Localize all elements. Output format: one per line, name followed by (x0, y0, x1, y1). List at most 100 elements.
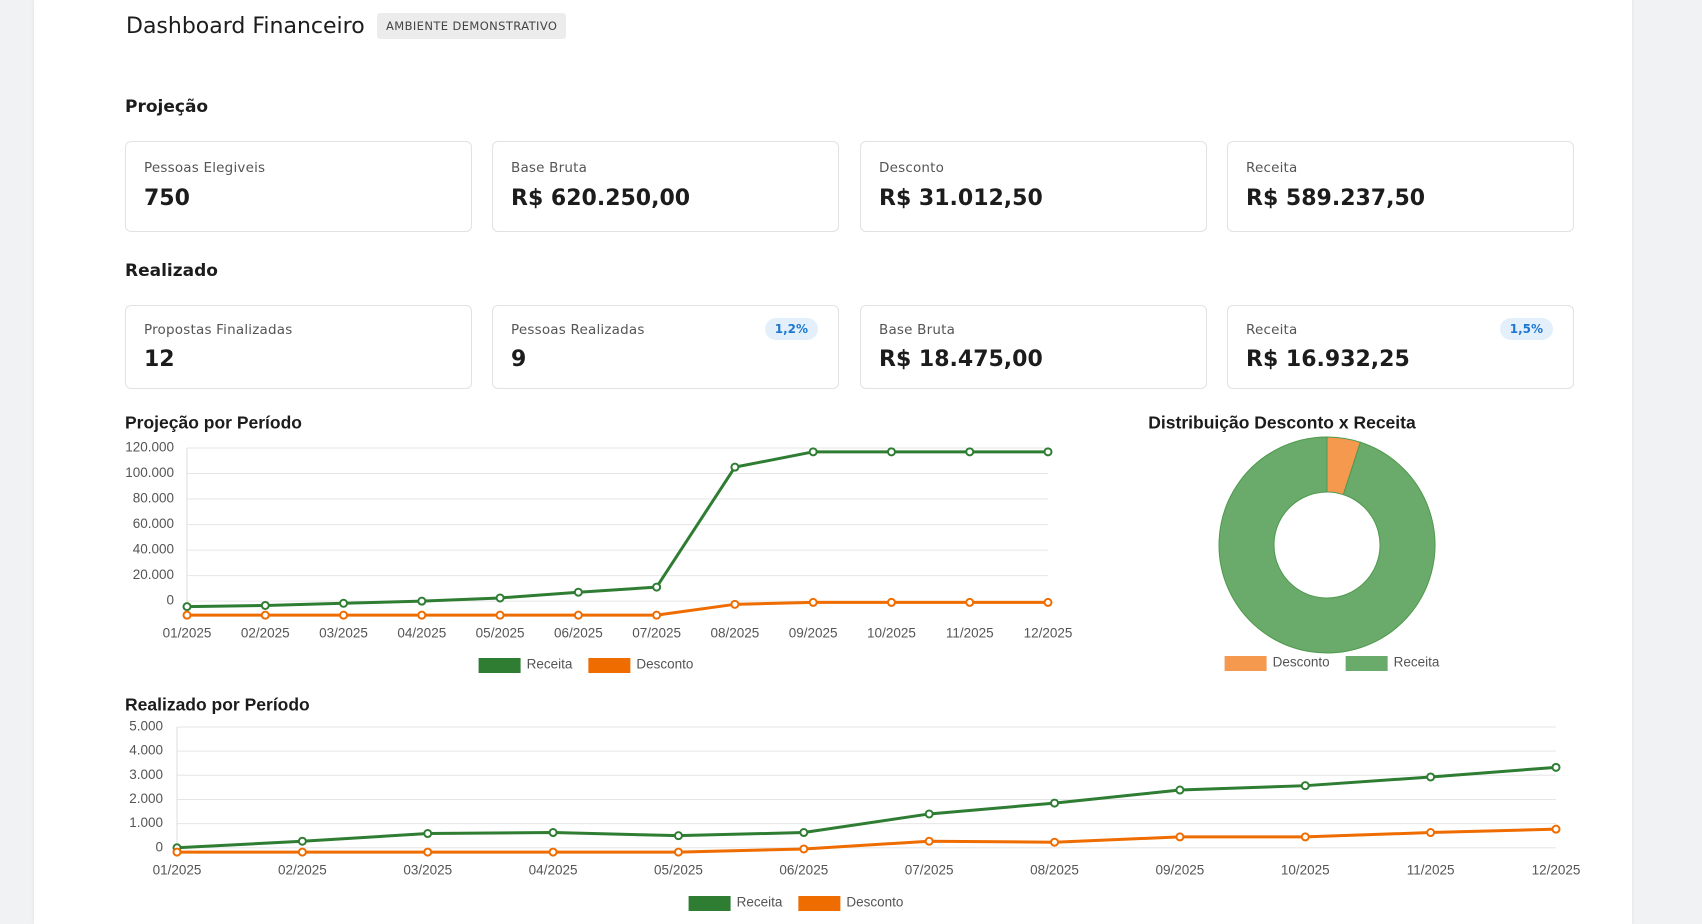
kpi-label: Receita (1246, 160, 1298, 176)
x-tick-label: 10/2025 (867, 626, 916, 641)
data-point (495, 610, 505, 620)
data-point (182, 602, 192, 612)
kpi-label: Pessoas Realizadas (511, 322, 645, 338)
legend-swatch (1224, 656, 1267, 671)
data-point (799, 844, 809, 854)
y-tick-label: 5.000 (129, 719, 163, 734)
data-point (548, 828, 558, 838)
legend-swatch (1345, 656, 1388, 671)
kpi-value: R$ 16.932,25 (1246, 347, 1410, 372)
series-line (186, 450, 1048, 609)
data-point (924, 809, 934, 819)
y-tick-label: 60.000 (133, 516, 174, 531)
y-tick-label: 20.000 (133, 567, 174, 582)
legend-swatch (798, 896, 841, 911)
data-point (1050, 798, 1060, 808)
legend-label: Desconto (846, 895, 903, 910)
x-tick-label: 04/2025 (529, 863, 578, 878)
kpi-card: Receita R$ 16.932,25 1,5% (1227, 305, 1574, 389)
kpi-label: Desconto (879, 160, 945, 176)
kpi-value: 12 (144, 347, 175, 372)
kpi-label: Receita (1246, 322, 1298, 338)
x-tick-label: 03/2025 (319, 626, 368, 641)
kpi-value: 9 (511, 347, 527, 372)
legend-label: Receita (1394, 655, 1440, 670)
data-point (1175, 832, 1185, 842)
data-point (1300, 832, 1310, 842)
kpi-badge: 1,5% (1499, 318, 1553, 340)
y-tick-label: 0 (155, 839, 163, 854)
x-tick-label: 08/2025 (711, 626, 760, 641)
chart-title: Projeção por Período (125, 413, 302, 433)
kpi-card: Pessoas Elegiveis 750 (125, 141, 472, 232)
data-point (548, 847, 558, 857)
legend-swatch (688, 896, 731, 911)
x-tick-label: 07/2025 (632, 626, 681, 641)
x-tick-label: 09/2025 (1156, 863, 1205, 878)
kpi-label: Base Bruta (879, 322, 956, 338)
series-line (177, 827, 1557, 854)
data-point (673, 831, 683, 841)
kpi-card: Receita R$ 589.237,50 (1227, 141, 1574, 232)
data-point (652, 582, 662, 592)
data-point (886, 447, 896, 457)
x-tick-label: 12/2025 (1532, 863, 1581, 878)
data-point (730, 599, 740, 609)
kpi-label: Base Bruta (511, 160, 588, 176)
data-point (260, 610, 270, 620)
chart-title: Realizado por Período (125, 695, 310, 715)
kpi-card: Base Bruta R$ 18.475,00 (860, 305, 1207, 389)
kpi-value: 750 (144, 186, 190, 211)
y-tick-label: 100.000 (125, 465, 174, 480)
y-tick-label: 40.000 (133, 542, 174, 557)
data-point (260, 600, 270, 610)
x-tick-label: 09/2025 (789, 626, 838, 641)
y-tick-label: 1.000 (129, 815, 163, 830)
data-point (573, 610, 583, 620)
data-point (808, 447, 818, 457)
data-point (417, 596, 427, 606)
legend-label: Receita (737, 895, 783, 910)
data-point (1426, 772, 1436, 782)
x-tick-label: 03/2025 (403, 863, 452, 878)
data-point (965, 447, 975, 457)
env-badge: AMBIENTE DEMONSTRATIVO (377, 13, 567, 39)
x-tick-label: 07/2025 (905, 863, 954, 878)
kpi-value: R$ 18.475,00 (879, 347, 1043, 372)
data-point (573, 587, 583, 597)
x-tick-label: 02/2025 (241, 626, 290, 641)
kpi-card: Propostas Finalizadas 12 (125, 305, 472, 389)
data-point (1551, 762, 1561, 772)
kpi-value: R$ 620.250,00 (511, 186, 691, 211)
kpi-value: R$ 589.237,50 (1246, 186, 1426, 211)
kpi-badge: 1,2% (764, 318, 818, 340)
chart-title: Distribuição Desconto x Receita (1148, 413, 1416, 433)
kpi-label: Pessoas Elegiveis (144, 160, 266, 176)
data-point (730, 462, 740, 472)
pie-slice (1218, 436, 1436, 654)
data-point (673, 847, 683, 857)
kpi-card: Base Bruta R$ 620.250,00 (492, 141, 839, 232)
data-point (652, 610, 662, 620)
data-point (1551, 824, 1561, 834)
data-point (339, 610, 349, 620)
data-point (423, 829, 433, 839)
y-tick-label: 0 (166, 593, 174, 608)
series-line (176, 765, 1557, 850)
page-title: Dashboard Financeiro (126, 14, 365, 39)
data-point (1050, 837, 1060, 847)
section-title: Realizado (125, 261, 218, 281)
series-line (187, 600, 1048, 617)
kpi-label: Propostas Finalizadas (144, 322, 293, 338)
x-tick-label: 05/2025 (654, 863, 703, 878)
x-tick-label: 10/2025 (1281, 863, 1330, 878)
x-tick-label: 02/2025 (278, 863, 327, 878)
x-tick-label: 06/2025 (779, 863, 828, 878)
x-tick-label: 05/2025 (476, 626, 525, 641)
legend-label: Receita (527, 657, 573, 672)
data-point (182, 610, 192, 620)
x-tick-label: 08/2025 (1030, 863, 1079, 878)
data-point (1426, 828, 1436, 838)
